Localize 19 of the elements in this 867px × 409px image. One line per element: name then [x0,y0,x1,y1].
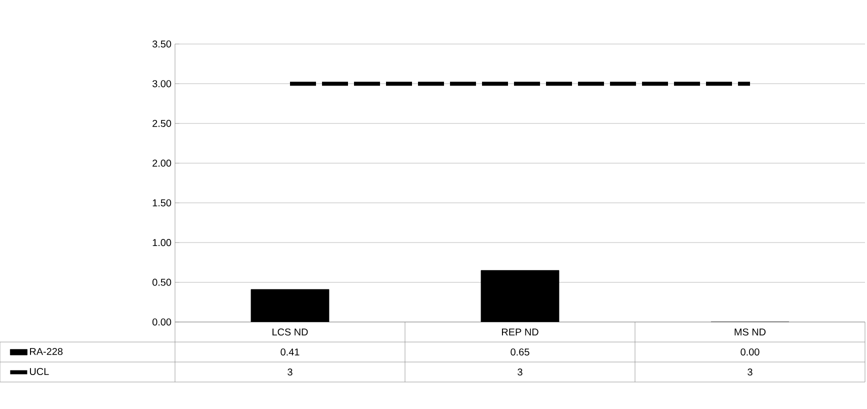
data-label: 0.00 [740,348,760,356]
x-tick-label: REP ND [502,328,538,336]
legend-label: UCL [30,368,49,376]
legend-label: RA-228 [30,348,63,356]
y-tick-label: 1.00 [152,239,172,246]
y-tick-label: 1.50 [152,199,172,206]
data-label: 3 [748,368,752,376]
y-tick-label: 0.00 [152,318,172,326]
data-label: 3 [518,368,522,376]
y-tick-label: 3.50 [152,40,172,48]
data-label: 0.65 [510,348,530,356]
data-label: 3 [288,368,292,376]
y-tick-label: 0.50 [152,278,172,286]
x-tick-label: MS ND [734,328,766,336]
y-tick-label: 2.50 [152,120,172,127]
x-tick-label: LCS ND [272,328,308,336]
y-tick-label: 3.00 [152,80,172,88]
data-label: 0.41 [280,348,300,356]
y-tick-label: 2.00 [152,160,172,167]
